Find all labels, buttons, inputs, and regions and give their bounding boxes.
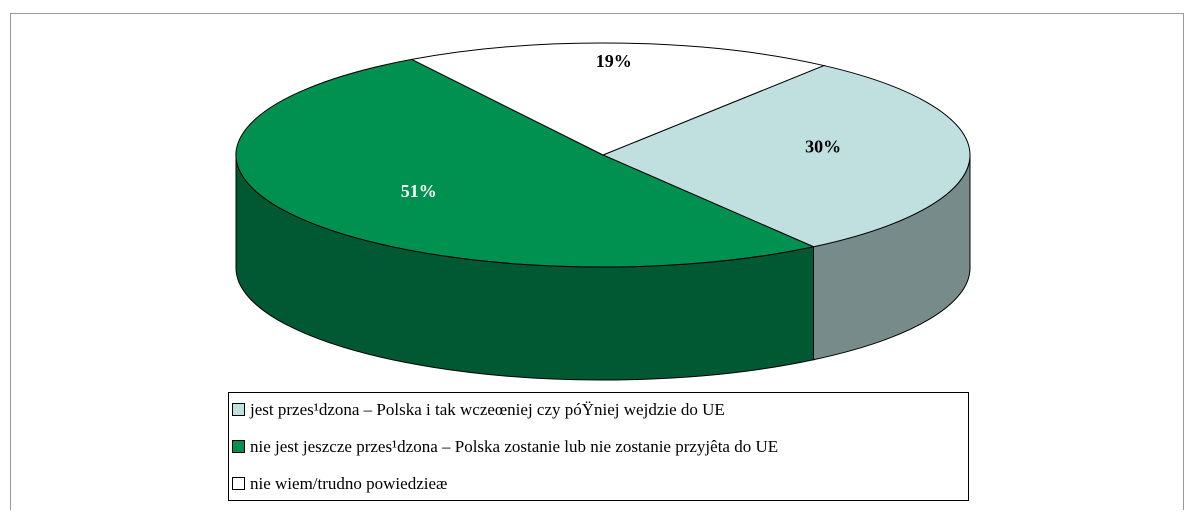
legend-label: nie jest jeszcze przes¹dzona – Polska zo…	[250, 437, 778, 456]
slice	[410, 42, 826, 156]
legend-swatch	[232, 440, 245, 453]
chart-frame	[10, 13, 1184, 510]
legend-label: jest przes¹dzona – Polska i tak wczeœnie…	[249, 400, 725, 419]
data-label: 30%	[805, 137, 841, 157]
data-label: 19%	[596, 51, 632, 71]
slice	[235, 58, 816, 268]
legend-box	[228, 392, 969, 501]
slice	[601, 65, 971, 248]
legend-swatch	[232, 477, 245, 490]
legend-swatch	[232, 403, 245, 416]
legend-label: nie wiem/trudno powiedzieæ	[250, 474, 447, 493]
data-label: 51%	[401, 181, 437, 201]
